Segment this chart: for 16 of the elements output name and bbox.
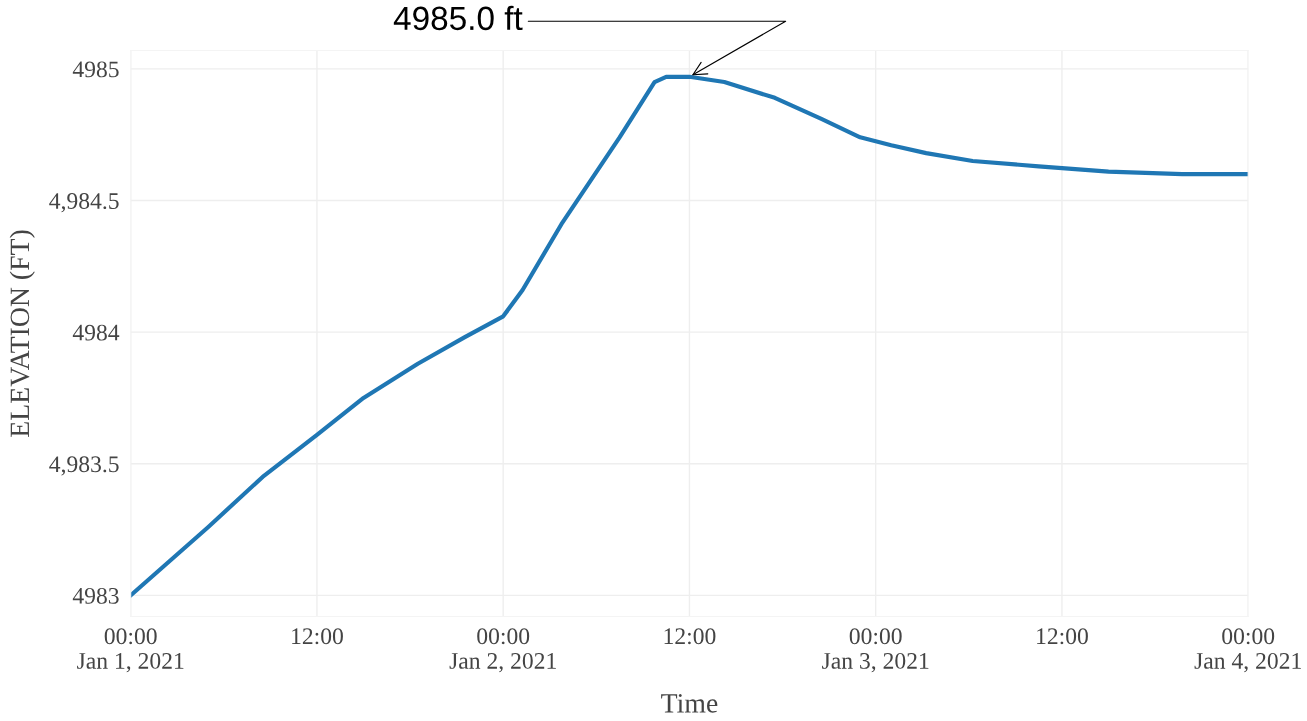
y-tick-label: 4985 <box>72 61 119 78</box>
y-tick-label: 4,983.5 <box>49 456 119 476</box>
line-series <box>130 74 1249 598</box>
y-tick-label: 4,984.5 <box>49 193 119 213</box>
x-tick-label: 00:00 Jan 4, 2021 <box>1194 628 1301 673</box>
x-tick-label: 00:00 Jan 1, 2021 <box>77 628 184 673</box>
annotation: 4985.0 ft <box>393 5 523 31</box>
x-tick-label: 00:00 Jan 3, 2021 <box>822 628 929 673</box>
y-tick-label: 4983 <box>72 587 119 604</box>
y-tick-label: 4984 <box>72 324 120 341</box>
x-axis-title: Time <box>661 693 718 713</box>
x-tick-label: 12:00 <box>1037 628 1088 645</box>
x-tick-label: 00:00 Jan 2, 2021 <box>449 628 556 673</box>
x-tick-label: 12:00 <box>292 628 343 645</box>
x-tick-label: 12:00 <box>664 628 716 645</box>
y-axis-title: ELEVATION (FT) <box>9 230 35 437</box>
